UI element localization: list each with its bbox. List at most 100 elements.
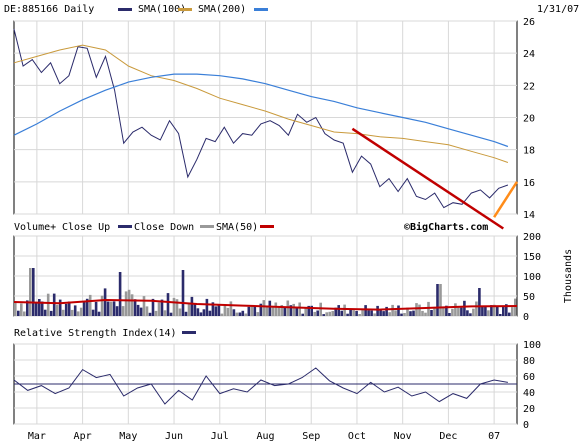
volume-bar xyxy=(382,311,385,316)
volume-bar xyxy=(301,313,304,316)
volume-bar xyxy=(325,312,328,316)
volume-bar xyxy=(370,310,373,316)
volume-bar xyxy=(35,302,38,316)
volume-bar xyxy=(289,305,293,316)
volume-bar xyxy=(358,314,361,316)
volume-bar xyxy=(355,311,358,316)
sma200-label: SMA(200) xyxy=(198,4,246,15)
volume-bar xyxy=(394,310,397,316)
volume-bar xyxy=(106,301,110,316)
volume-bar xyxy=(163,310,167,316)
price-y-tick-label: 20 xyxy=(523,114,535,125)
close-down-swatch xyxy=(200,225,214,228)
volume-bar xyxy=(400,313,403,316)
volume-bar xyxy=(295,307,298,316)
rsi-y-tick-label: 60 xyxy=(523,372,535,383)
volume-bar xyxy=(328,311,331,316)
volume-bar xyxy=(94,301,98,316)
volume-bar xyxy=(310,305,313,316)
volume-bar xyxy=(493,304,496,316)
volume-sma xyxy=(13,298,518,311)
price-y-tick-label: 14 xyxy=(523,210,535,221)
volume-bar xyxy=(20,303,23,316)
volume-bar xyxy=(508,312,511,316)
rsi-line xyxy=(13,367,508,405)
volume-bar xyxy=(454,303,457,316)
volume-bar xyxy=(430,310,433,316)
volume-bar xyxy=(385,306,388,316)
rsi-y-tick-label: 0 xyxy=(523,420,529,431)
volume-bar xyxy=(256,312,260,316)
close-down-label: Close Down xyxy=(134,222,194,233)
rsi-panel: 0 20 40 60 80 100 xyxy=(13,340,541,431)
month-label: May xyxy=(119,431,137,442)
volume-bar xyxy=(490,305,493,316)
volume-bar xyxy=(124,291,128,316)
volume-bar xyxy=(364,305,367,316)
volume-bar xyxy=(58,299,62,316)
rsi-y-tick-label: 100 xyxy=(523,340,541,351)
volume-bar xyxy=(70,309,74,316)
month-label: Jun xyxy=(165,431,183,442)
volume-bar xyxy=(475,301,478,316)
month-labels: Mar Apr May Jun Jul Aug Sep Oct Nov Dec 07 xyxy=(28,431,500,442)
volume-y-tick-label: 200 xyxy=(523,232,541,243)
volume-bar xyxy=(442,307,445,316)
vol-sma-label: SMA(50) xyxy=(216,222,258,233)
close-up-swatch xyxy=(118,225,132,228)
volume-bar xyxy=(487,310,490,316)
volume-bar xyxy=(481,306,484,316)
volume-bar xyxy=(32,268,35,316)
volume-bar xyxy=(391,304,394,316)
volume-bar xyxy=(496,306,499,316)
volume-bar xyxy=(202,309,206,316)
symbol-label: DE:885166 Daily xyxy=(4,4,94,15)
volume-bar xyxy=(469,313,472,316)
volume-bar xyxy=(346,313,349,316)
volume-bar xyxy=(466,310,469,316)
volume-bar xyxy=(97,311,101,316)
volume-y-tick-label: 150 xyxy=(523,252,541,263)
rsi-y-tick-label: 20 xyxy=(523,404,535,415)
volume-bar xyxy=(451,308,454,316)
volume-bar xyxy=(55,304,59,316)
volume-y-tick-label: 0 xyxy=(523,312,529,323)
month-label: Mar xyxy=(28,431,46,442)
volume-title: Volume+ xyxy=(14,222,56,233)
volume-bar xyxy=(112,301,116,316)
vol-sma-swatch xyxy=(260,225,274,228)
volume-bar xyxy=(403,313,406,316)
price-y-tick-label: 18 xyxy=(523,146,535,157)
price-y-tick-label: 26 xyxy=(523,17,535,28)
volume-bar xyxy=(427,301,430,316)
volume-bar xyxy=(205,298,209,316)
volume-bar xyxy=(268,300,272,316)
volume-bar xyxy=(457,307,460,316)
volume-bar xyxy=(397,305,400,316)
volume-bar xyxy=(409,311,412,316)
volume-bar xyxy=(85,298,89,316)
volume-bar xyxy=(445,305,448,316)
rsi-swatch xyxy=(182,331,196,334)
volume-bar xyxy=(304,308,307,316)
price-line-sma-200- xyxy=(13,73,509,148)
volume-panel: 0 50 100 150 200 Thousands xyxy=(13,232,574,323)
volume-bar xyxy=(100,295,104,316)
volume-bar xyxy=(277,306,281,316)
volume-bar xyxy=(460,307,463,316)
volume-bar xyxy=(286,300,290,316)
volume-bar xyxy=(514,298,517,316)
volume-unit-label: Thousands xyxy=(563,249,574,303)
volume-bar xyxy=(133,299,137,316)
volume-bars xyxy=(14,268,517,316)
volume-y-tick-label: 100 xyxy=(523,272,541,283)
price-y-tick-label: 22 xyxy=(523,81,535,92)
price-line-de-885166 xyxy=(13,28,509,209)
volume-bar xyxy=(61,309,65,316)
volume-bar xyxy=(313,311,316,316)
month-label: Jul xyxy=(211,431,229,442)
volume-sma-line xyxy=(13,298,518,311)
volume-bar xyxy=(421,310,424,316)
sma100-swatch xyxy=(178,8,192,11)
